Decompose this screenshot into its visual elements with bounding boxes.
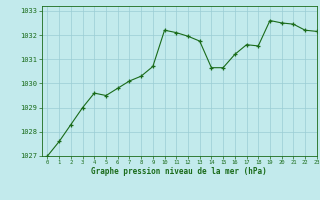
X-axis label: Graphe pression niveau de la mer (hPa): Graphe pression niveau de la mer (hPa) (91, 167, 267, 176)
